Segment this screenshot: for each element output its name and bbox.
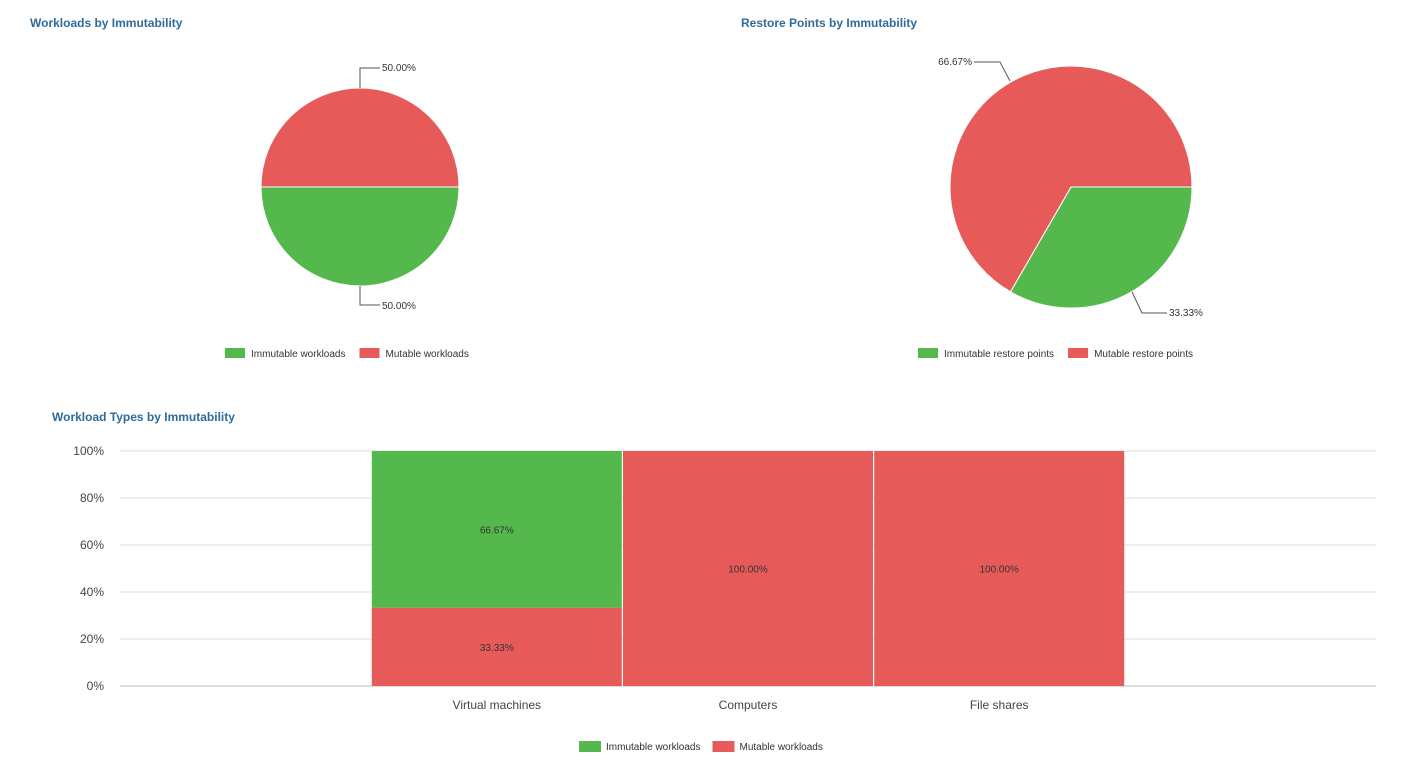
- bar-data-label-mutable-file-shares: 100.00%: [979, 565, 1019, 576]
- bar-segment-immutable-virtual-machines: [371, 451, 622, 608]
- bar-x-tick-label: Virtual machines: [453, 698, 542, 712]
- pie1-leader-line-immutable: [359, 286, 380, 306]
- pie1-legend-label-immutable: Immutable workloads: [251, 349, 345, 360]
- pie1-leader-line-mutable: [359, 67, 380, 88]
- bar-segment-mutable-virtual-machines: [371, 607, 622, 686]
- bar-data-label-immutable-virtual-machines: 66.67%: [480, 525, 514, 536]
- bar-legend-swatch-immutable: [579, 741, 601, 752]
- pie1-slice-mutable: [260, 87, 460, 188]
- pie2-legend-swatch-mutable: [1068, 348, 1089, 358]
- pie2-leader-line-immutable: [1131, 291, 1167, 314]
- pie1-slice-immutable: [260, 186, 460, 287]
- bar-y-tick-label: 100%: [73, 444, 104, 458]
- bar-data-label-mutable-virtual-machines: 33.33%: [480, 643, 514, 654]
- bar-data-label-mutable-computers: 100.00%: [728, 565, 768, 576]
- bar-y-tick-label: 40%: [80, 585, 104, 599]
- pie2-legend-label-mutable: Mutable restore points: [1094, 349, 1193, 360]
- bar-legend-label-mutable: Mutable workloads: [739, 742, 822, 753]
- bar-y-tick-label: 60%: [80, 538, 104, 552]
- pie1-legend-swatch-mutable: [359, 348, 380, 358]
- bar-segment-mutable-computers: [623, 451, 873, 686]
- bar-x-tick-label: Computers: [719, 698, 778, 712]
- pie2-slice-mutable: [949, 65, 1193, 293]
- workloads-chart-title: Workloads by Immutability: [30, 16, 183, 30]
- pie2-legend-label-immutable: Immutable restore points: [944, 349, 1054, 360]
- pie2-data-label-mutable: 66.67%: [938, 57, 972, 68]
- workload-types-chart-title: Workload Types by Immutability: [52, 410, 235, 424]
- bar-y-tick-label: 20%: [80, 632, 104, 646]
- bar-y-tick-label: 0%: [87, 679, 105, 693]
- pie2-data-label-immutable: 33.33%: [1169, 308, 1203, 319]
- pie1-legend-swatch-immutable: [225, 348, 245, 358]
- pie2-legend-swatch-immutable: [918, 348, 938, 358]
- pie1-data-label-immutable: 50.00%: [382, 301, 416, 312]
- bar-legend-label-immutable: Immutable workloads: [606, 742, 700, 753]
- bar-segment-mutable-file-shares: [874, 451, 1125, 686]
- restore-points-chart-title: Restore Points by Immutability: [741, 16, 918, 30]
- pie1-data-label-mutable: 50.00%: [382, 63, 416, 74]
- bar-x-tick-label: File shares: [970, 698, 1029, 712]
- pie2-slice-immutable: [1009, 186, 1193, 309]
- bar-legend-swatch-mutable: [712, 741, 735, 752]
- bar-y-tick-label: 80%: [80, 491, 104, 505]
- pie1-legend-label-mutable: Mutable workloads: [385, 349, 468, 360]
- pie2-leader-line-mutable: [974, 61, 1011, 82]
